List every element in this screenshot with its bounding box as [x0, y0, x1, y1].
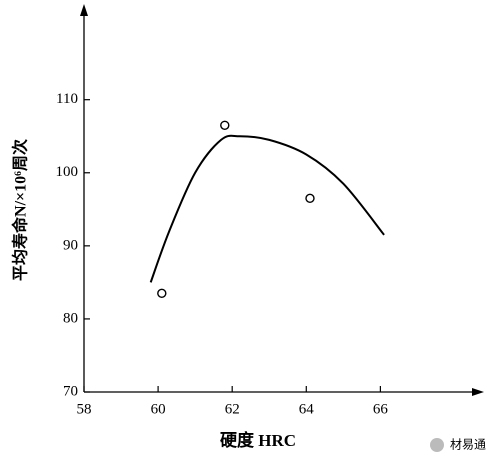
data-point — [157, 288, 167, 299]
x-axis-label: 硬度 HRC — [220, 430, 296, 450]
data-point — [220, 120, 230, 130]
x-axis-arrow — [472, 388, 484, 396]
y-axis-arrow — [80, 4, 88, 16]
y-tick-label: 70 — [63, 383, 78, 399]
watermark-icon — [430, 438, 444, 452]
y-tick-label: 90 — [63, 237, 78, 253]
x-tick-label: 60 — [151, 401, 166, 417]
watermark: 材易通 — [450, 438, 486, 452]
y-tick-label: 80 — [63, 310, 78, 326]
x-tick-label: 64 — [299, 401, 315, 417]
y-tick-label: 110 — [56, 91, 78, 107]
y-axis-label: 平均寿命N/×10⁶周次 — [11, 139, 30, 281]
y-tick-label: 100 — [56, 164, 79, 180]
x-tick-label: 66 — [373, 401, 389, 417]
fit-curve — [149, 134, 385, 283]
x-tick-label: 62 — [225, 401, 240, 417]
data-point — [305, 193, 315, 204]
x-tick-label: 58 — [77, 401, 92, 417]
